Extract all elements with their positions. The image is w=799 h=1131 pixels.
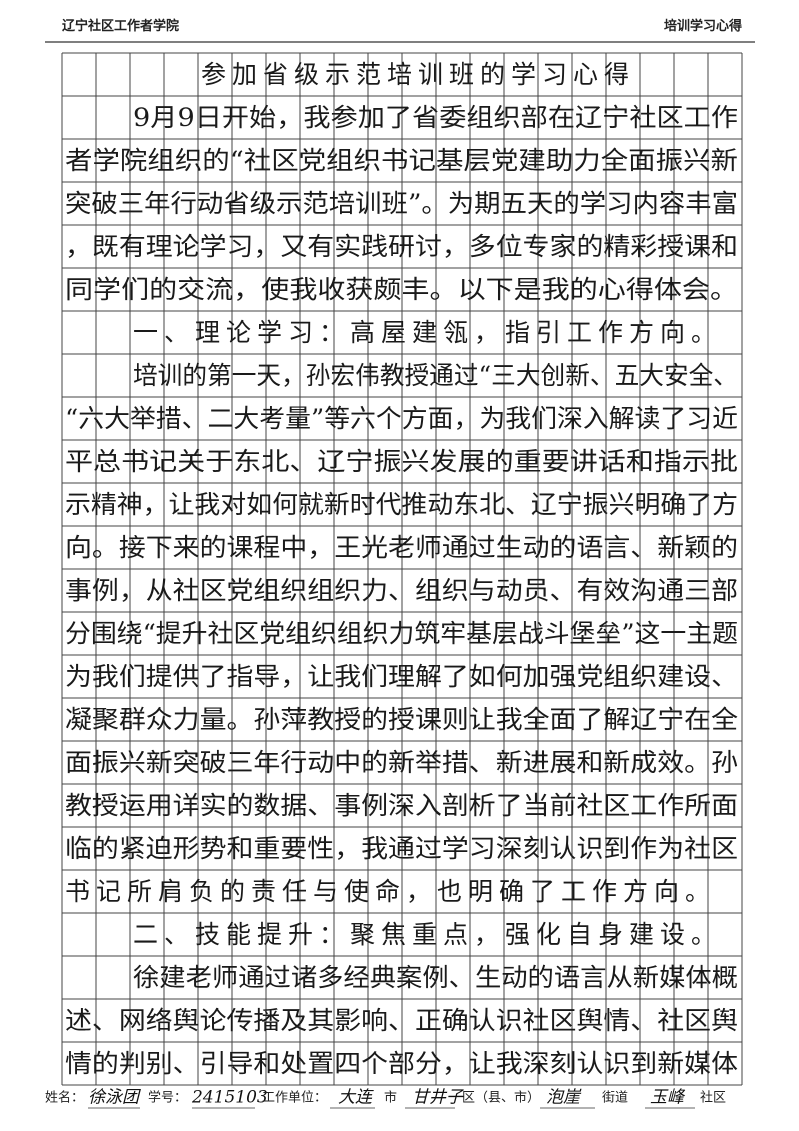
grid [61, 52, 743, 1086]
essay-line: 书记所肩负的责任与使命，也明确了工作方向。 [65, 877, 716, 906]
essay-line: 突破三年行动省级示范培训班”。为期五天的学习内容丰富 [65, 189, 738, 218]
footer-label: 学号： [148, 1090, 187, 1106]
footer-label: 区（县、市） [462, 1090, 540, 1106]
footer-label: 姓名： [45, 1090, 84, 1106]
essay-line: 培训的第一天，孙宏伟教授通过“三大创新、五大安全、 [133, 361, 738, 390]
footer-value: 玉峰 [650, 1088, 686, 1108]
footer-label: 市 [384, 1090, 397, 1106]
essay-line: 凝聚群众力量。孙萍教授的授课则让我全面了解辽宁在全 [65, 705, 738, 734]
footer-label: 街道 [602, 1091, 628, 1106]
essay-line: 为我们提供了指导，让我们理解了如何加强党组织建设、 [65, 662, 738, 691]
essay-line: 平总书记关于东北、辽宁振兴发展的重要讲话和指示批 [65, 447, 738, 476]
essay-line: 向。接下来的课程中，王光老师通过生动的语言、新颖的 [65, 533, 738, 562]
essay-line: 9月9日开始，我参加了省委组织部在辽宁社区工作 [133, 103, 738, 132]
header-right: 培训学习心得 [664, 18, 742, 34]
essay-line: 述、网络舆论传播及其影响、正确认识社区舆情、社区舆 [65, 1006, 738, 1035]
essay-line: 一、理论学习：高屋建瓴，指引工作方向。 [133, 318, 722, 347]
essay-line: 面振兴新突破三年行动中的新举措、新进展和新成效。孙 [65, 748, 738, 777]
essay-line: 教授运用详实的数据、事例深入剖析了当前社区工作所面 [65, 791, 738, 820]
essay-line: 分围绕“提升社区党组织组织力筑牢基层战斗堡垒”这一主题 [65, 619, 738, 648]
essay-line: 示精神，让我对如何就新时代推动东北、辽宁振兴明确了方 [65, 490, 738, 519]
footer-value: 2415103 [191, 1088, 268, 1108]
essay-line: 者学院组织的“社区党组织书记基层党建助力全面振兴新 [65, 146, 738, 175]
essay-line: 临的紧迫形势和重要性，我通过学习深刻认识到作为社区 [65, 834, 738, 863]
essay: 参加省级示范培训班的学习心得 9月9日开始，我参加了省委组织部在辽宁社区工作者学院… [65, 60, 738, 1078]
essay-line: 参加省级示范培训班的学习心得 [201, 60, 635, 89]
footer: 姓名： 徐泳团 学号： 2415103工作单位： 大连市甘井子 区（县、市） 泡崖 街道 玉峰社… [45, 1088, 726, 1109]
footer-value: 甘井子 [412, 1088, 464, 1108]
essay-line: 同学们的交流，使我收获颇丰。以下是我的心得体会。 [65, 275, 738, 304]
footer-label: 社区 [700, 1090, 726, 1106]
footer-value: 泡崖 [546, 1088, 582, 1108]
essay-line: 事例，从社区党组织组织力、组织与动员、有效沟通三部 [65, 576, 738, 605]
essay-line: “六大举措、二大考量”等六个方面，为我们深入解读了习近 [65, 404, 738, 433]
essay-line: 二、技能提升：聚焦重点，强化自身建设。 [133, 920, 722, 949]
essay-line: 情的判别、引导和处置四个部分，让我深刻认识到新媒体 [65, 1049, 738, 1078]
essay-line: ，既有理论学习，又有实践研讨，多位专家的精彩授课和 [65, 232, 738, 261]
footer-value: 徐泳团 [88, 1088, 141, 1108]
header-left: 辽宁社区工作者学院 [62, 18, 179, 34]
footer-value: 大连 [338, 1088, 374, 1108]
footer-label: 工作单位： [262, 1091, 327, 1106]
essay-line: 徐建老师通过诸多经典案例、生动的语言从新媒体概 [133, 963, 738, 992]
